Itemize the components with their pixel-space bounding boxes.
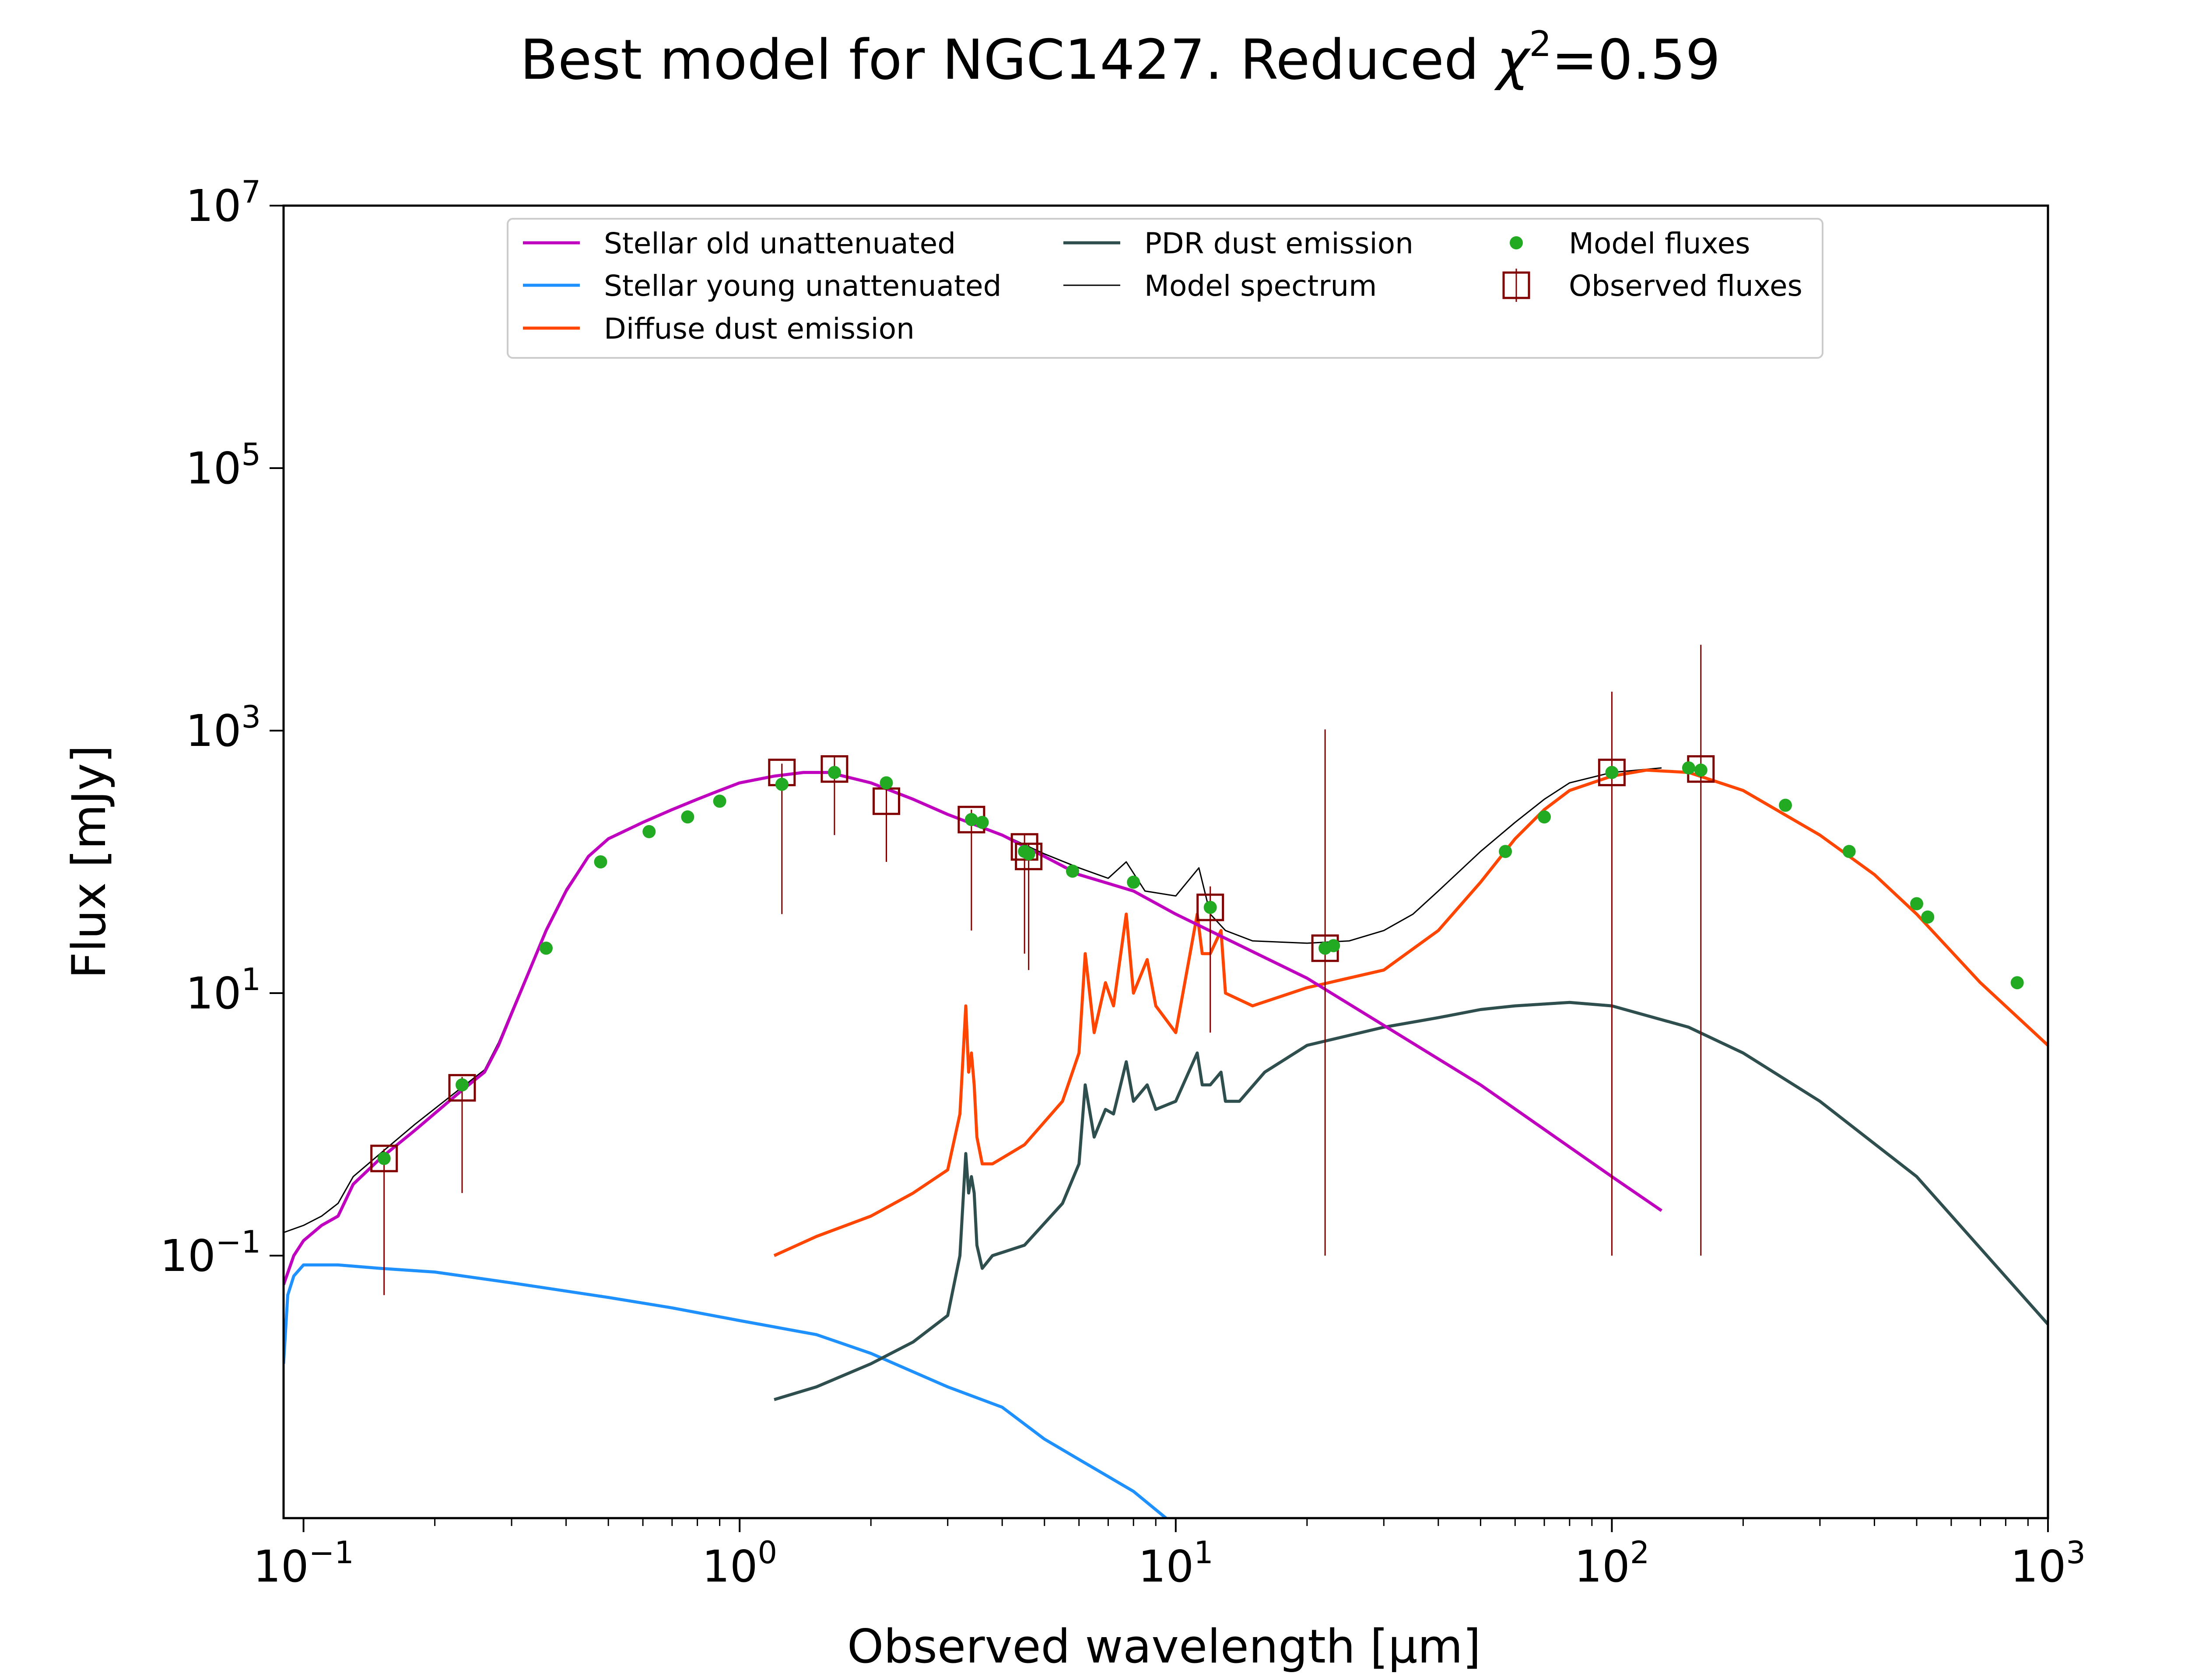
model-flux-point <box>377 1152 391 1165</box>
series-line-pdr-dust <box>774 1001 2048 1401</box>
observed-flux-marker <box>1010 833 1038 861</box>
x-tick-label: 102 <box>1574 1535 1650 1592</box>
series-line-stellar-old <box>284 771 1662 1285</box>
x-axis-ticks: 10−1 100 101 102 103 <box>253 1518 2086 1592</box>
observed-flux-marker <box>1196 893 1224 921</box>
legend-box <box>507 218 1823 359</box>
legend-label: Observed fluxes <box>1569 269 1802 303</box>
model-flux-point <box>2010 976 2024 990</box>
model-flux-point <box>1022 847 1035 861</box>
model-flux-point <box>828 766 841 779</box>
legend: Stellar old unattenuated Stellar young un… <box>507 218 1823 359</box>
model-flux-point <box>681 810 694 824</box>
x-tick-label: 10−1 <box>253 1535 354 1592</box>
chart-title-value: =0.59 <box>1551 28 1720 92</box>
model-flux-point <box>775 777 789 791</box>
series-line-model-spectrum <box>284 767 1662 1233</box>
model-flux-point <box>1066 864 1079 878</box>
model-flux-point <box>1910 897 1923 910</box>
legend-item-observed-fluxes: Observed fluxes <box>1502 269 1802 303</box>
model-flux-point <box>1842 845 1856 858</box>
model-flux-point <box>964 813 978 826</box>
y-tick-label: 103 <box>186 699 261 756</box>
x-axis-label: Observed wavelength [μm] <box>847 1620 1481 1673</box>
model-flux-point <box>1127 875 1140 889</box>
model-flux-point <box>456 1078 469 1092</box>
observed-flux-marker <box>448 1074 476 1102</box>
model-flux-point <box>1327 939 1340 952</box>
legend-label: Stellar young unattenuated <box>604 269 1002 303</box>
model-flux-point <box>1538 810 1551 824</box>
legend-label: PDR dust emission <box>1144 227 1413 260</box>
legend-label: Diffuse dust emission <box>604 312 915 346</box>
x-tick-label: 101 <box>1138 1535 1213 1592</box>
model-flux-point <box>594 855 607 868</box>
legend-item-model-spectrum: Model spectrum <box>1063 269 1377 303</box>
legend-item-stellar-young: Stellar young unattenuated <box>523 269 1002 303</box>
model-flux-point <box>1203 901 1217 914</box>
observed-flux-marker <box>1598 759 1626 787</box>
observed-flux-marker <box>820 755 849 783</box>
x-tick-label: 103 <box>2010 1535 2086 1592</box>
series-line-diffuse-dust <box>773 768 2048 1257</box>
series-line-stellar-young <box>284 1263 1167 1518</box>
y-axis-label: Flux [mJy] <box>62 745 116 979</box>
model-flux-point <box>1605 766 1619 779</box>
chart-title-main: Best model for NGC1427. Reduced <box>520 28 1496 92</box>
model-flux-point <box>1694 763 1708 777</box>
y-tick-label: 101 <box>186 962 261 1019</box>
chart-title-chi: χ <box>1494 28 1531 92</box>
legend-swatch <box>1510 236 1523 249</box>
series-layer <box>284 767 2048 1518</box>
model-flux-point <box>1921 910 1935 924</box>
model-flux-point <box>1499 845 1512 858</box>
legend-label: Stellar old unattenuated <box>604 227 956 260</box>
legend-item-stellar-old: Stellar old unattenuated <box>523 227 956 260</box>
markers-layer <box>370 644 2024 1295</box>
model-flux-point <box>1682 761 1695 775</box>
chart-title-sup: 2 <box>1529 24 1552 64</box>
model-flux-point <box>975 816 989 829</box>
legend-label: Model fluxes <box>1569 227 1750 260</box>
legend-label: Model spectrum <box>1144 269 1377 303</box>
model-flux-point <box>880 776 893 790</box>
observed-flux-marker <box>1015 843 1043 871</box>
y-tick-label: 105 <box>186 437 261 494</box>
y-tick-label: 10−1 <box>160 1224 261 1281</box>
model-flux-point <box>642 825 656 838</box>
chart-title: Best model for NGC1427. Reduced χ2=0.59 <box>520 24 1720 92</box>
model-flux-point <box>540 942 553 955</box>
y-tick-label: 107 <box>186 174 261 231</box>
model-flux-point <box>1779 798 1792 812</box>
legend-item-model-fluxes: Model fluxes <box>1510 227 1750 260</box>
legend-item-pdr-dust: PDR dust emission <box>1063 227 1413 260</box>
legend-item-diffuse-dust: Diffuse dust emission <box>523 312 915 346</box>
y-axis-ticks: 10−1 101 103 105 107 <box>160 174 284 1281</box>
observed-flux-marker <box>370 1144 398 1172</box>
model-flux-point <box>713 794 726 808</box>
x-tick-label: 100 <box>702 1535 777 1592</box>
plot-frame <box>282 204 2049 1519</box>
